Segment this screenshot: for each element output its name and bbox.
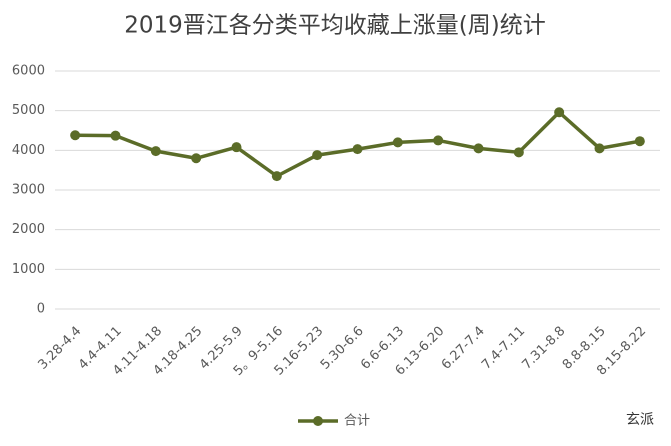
legend-marker	[313, 416, 323, 426]
point	[352, 144, 363, 155]
point	[231, 142, 242, 153]
point	[150, 146, 161, 157]
y-tick-label: 0	[37, 302, 45, 317]
x-tick-label: 7.4-7.11	[479, 324, 528, 373]
x-tick-label: 3.28-4.4	[35, 324, 84, 373]
point	[191, 153, 202, 164]
x-tick-label: 7.31-8.8	[519, 324, 568, 373]
point	[392, 137, 403, 148]
point	[70, 130, 81, 141]
y-tick-label: 2000	[12, 222, 45, 237]
point	[594, 143, 605, 154]
y-tick-label: 4000	[12, 143, 45, 158]
x-tick-label: 6.27-7.4	[439, 324, 488, 373]
point	[554, 107, 565, 118]
y-tick-label: 5000	[12, 103, 45, 118]
point	[110, 130, 121, 141]
point	[271, 171, 282, 182]
y-tick-label: 6000	[12, 64, 45, 79]
x-tick-label: 5.30-6.6	[318, 324, 367, 373]
point	[473, 143, 484, 154]
point	[513, 147, 524, 158]
point	[433, 135, 444, 146]
point	[312, 150, 323, 161]
y-tick-label: 1000	[12, 262, 45, 277]
point	[634, 136, 645, 147]
watermark: 玄派	[626, 411, 654, 428]
legend-label: 合计	[344, 414, 370, 429]
y-tick-label: 3000	[12, 183, 45, 198]
chart-title: 2019晋江各分类平均收藏上涨量(周)统计	[124, 13, 545, 39]
